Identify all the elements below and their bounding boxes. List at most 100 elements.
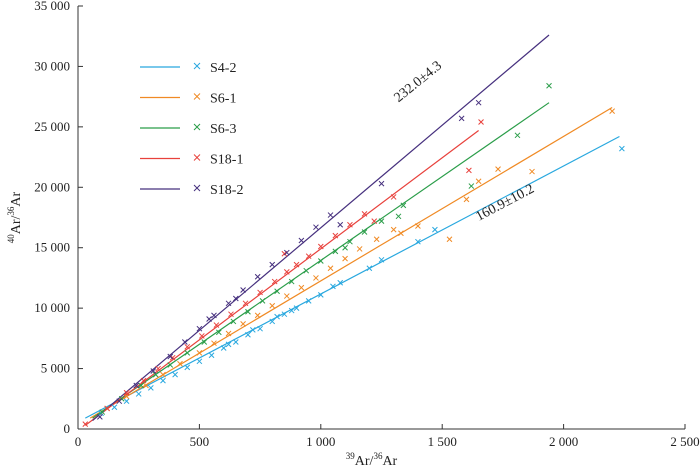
point-s6-3 <box>201 339 208 345</box>
point-s6-3 <box>184 350 191 356</box>
legend-label: S4-2 <box>210 61 236 76</box>
fit-line-s18-1 <box>84 130 479 426</box>
fit-line-s4-2 <box>85 135 620 419</box>
point-s6-3 <box>317 258 324 264</box>
point-s6-3 <box>468 183 475 189</box>
point-s4-2 <box>232 339 239 345</box>
point-s18-1 <box>361 211 368 217</box>
point-s18-1 <box>257 289 263 296</box>
point-s6-1 <box>211 340 217 347</box>
legend-item-s18-1: S18-1 <box>140 153 243 168</box>
point-s18-1 <box>478 119 484 125</box>
axes: 0 500 1 000 1 500 2 000 2 500 0 5 000 10 000 15 0… <box>34 0 699 449</box>
point-s6-3 <box>99 409 106 415</box>
y-tick-label: 15 000 <box>34 240 70 255</box>
point-s6-1 <box>283 293 290 299</box>
point-s6-1 <box>390 226 397 233</box>
point-s6-3 <box>259 298 266 304</box>
point-s6-1 <box>373 236 380 243</box>
age-annotation: 160.9±10.2 <box>473 182 536 225</box>
y-tick-label: 35 000 <box>34 0 70 13</box>
point-s18-2 <box>225 300 232 307</box>
point-s18-1 <box>347 221 353 228</box>
point-s18-2 <box>283 249 290 256</box>
y-tick-label: 10 000 <box>34 300 70 315</box>
point-s6-3 <box>332 248 339 255</box>
legend-label: S18-2 <box>210 183 243 198</box>
point-s18-2 <box>240 287 246 293</box>
point-s4-2 <box>172 371 178 378</box>
point-s6-3 <box>378 218 385 224</box>
point-s18-1 <box>184 343 191 350</box>
point-s6-3 <box>342 244 348 251</box>
point-s4-2 <box>245 331 251 338</box>
point-s4-2 <box>257 325 263 332</box>
point-s6-1 <box>495 166 501 173</box>
point-s4-2 <box>196 358 203 365</box>
point-s6-1 <box>240 321 246 327</box>
point-s6-1 <box>298 284 305 291</box>
point-s18-1 <box>213 322 220 328</box>
y-tick-label: 25 000 <box>34 119 70 134</box>
point-s6-3 <box>288 278 295 285</box>
point-s6-1 <box>143 382 149 389</box>
point-s4-2 <box>225 341 232 348</box>
legend-marker <box>193 93 201 100</box>
point-s4-2 <box>288 307 295 314</box>
point-s18-2 <box>167 353 174 360</box>
legend-label: S6-3 <box>210 122 236 137</box>
legend-item-s18-2: S18-2 <box>140 183 243 198</box>
point-s18-2 <box>337 221 344 228</box>
point-s18-2 <box>458 115 465 122</box>
legend-label: S18-1 <box>210 153 243 168</box>
point-s4-2 <box>415 238 421 245</box>
point-s4-2 <box>147 385 154 391</box>
point-s18-2 <box>196 325 203 332</box>
point-s6-1 <box>356 246 363 252</box>
point-s18-2 <box>313 224 319 231</box>
point-s18-2 <box>254 273 261 280</box>
point-s18-2 <box>269 261 276 268</box>
point-s18-2 <box>181 339 188 345</box>
point-s6-3 <box>274 288 280 295</box>
point-s6-1 <box>160 371 166 378</box>
point-s4-2 <box>160 377 166 384</box>
point-s18-1 <box>155 365 161 372</box>
point-s18-2 <box>327 212 334 218</box>
point-s18-1 <box>82 421 89 428</box>
point-s18-2 <box>298 237 305 244</box>
age-annotation: 232.0±4.3 <box>392 58 445 105</box>
point-s18-1 <box>104 405 110 412</box>
point-s4-2 <box>337 279 344 286</box>
x-tick-label: 0 <box>75 434 82 449</box>
point-s6-1 <box>196 350 203 356</box>
point-s6-3 <box>245 308 251 315</box>
point-s6-3 <box>514 132 521 139</box>
point-s18-1 <box>466 167 472 174</box>
y-tick-label: 30 000 <box>34 58 70 73</box>
y-tick-label: 0 <box>64 421 71 436</box>
point-s6-3 <box>361 229 368 235</box>
y-axis-title: 40Ar/36Ar <box>6 191 24 243</box>
point-s18-2 <box>475 99 482 106</box>
point-s4-2 <box>305 298 312 304</box>
point-s18-1 <box>317 243 324 250</box>
point-s6-1 <box>342 255 348 262</box>
legend-marker <box>193 123 201 131</box>
x-axis-title: 39Ar/36Ar <box>346 451 398 469</box>
point-s18-1 <box>228 311 234 318</box>
y-tick-label: 5 000 <box>41 361 70 376</box>
point-s6-3 <box>167 362 174 368</box>
point-s18-2 <box>96 414 103 420</box>
point-s18-1 <box>293 261 300 268</box>
point-s4-2 <box>619 145 625 152</box>
point-s18-1 <box>198 333 205 339</box>
point-s4-2 <box>274 313 280 320</box>
point-s6-1 <box>225 330 232 337</box>
data-points <box>82 82 625 428</box>
point-s6-1 <box>327 265 334 272</box>
point-s18-1 <box>305 253 312 260</box>
point-s18-2 <box>206 316 212 322</box>
point-s6-3 <box>152 371 159 378</box>
point-s6-3 <box>395 213 402 220</box>
